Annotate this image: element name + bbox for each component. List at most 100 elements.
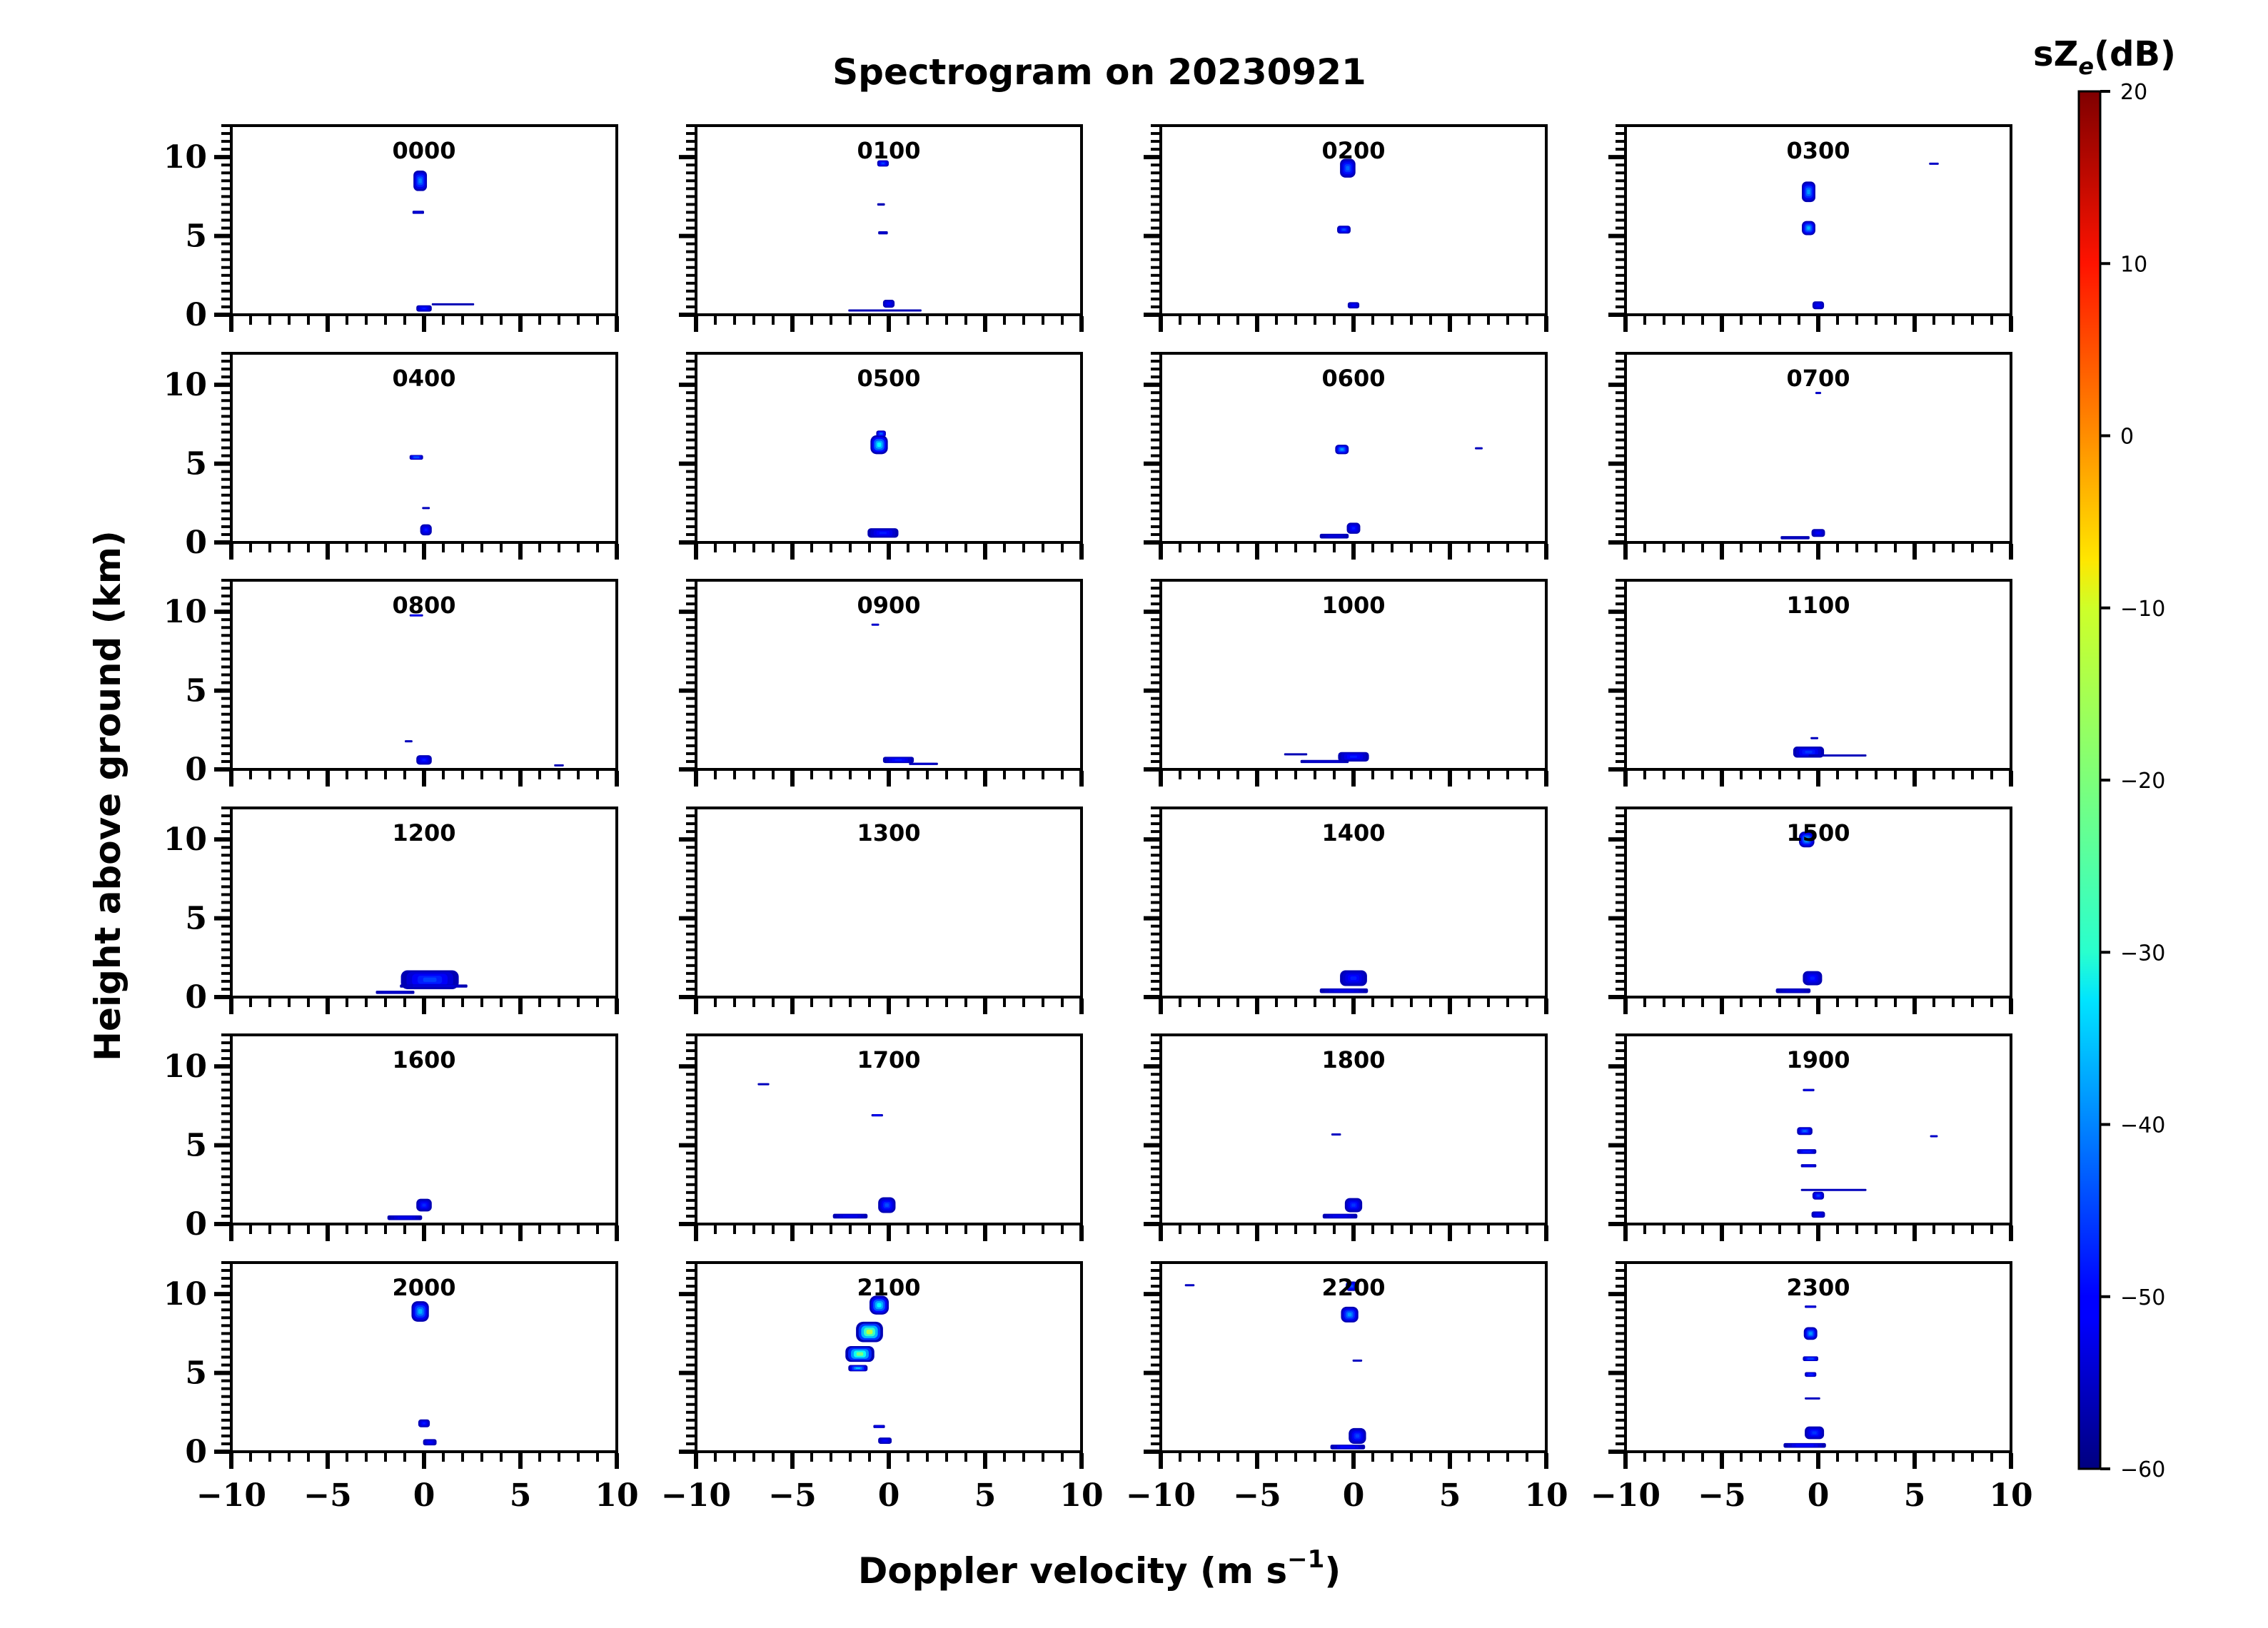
panel-frame [1159,1261,1548,1453]
colorbar-label: sZe(dB) [2033,34,2176,80]
panel-background [1161,1263,1546,1452]
panel-frame [230,124,618,316]
echo-blob-core [424,528,428,532]
echo-blob [1811,529,1825,537]
panel-0400: 0400 0 5 10 [163,352,619,561]
echo-blob [871,623,880,626]
panel-data [1780,392,1825,540]
panel-time-label: 0400 [392,365,455,392]
panel-time-label: 0100 [857,137,920,164]
panel-frame [1624,807,2012,998]
echo-blob-core [423,977,437,982]
panel-0300: 0300 [1608,124,2013,332]
panel-background [1161,580,1546,769]
x-tick-label: 0 [878,1477,900,1514]
panel-1600: 1600 0 5 10 [163,1033,619,1243]
echo-blob-core [1795,1444,1814,1447]
panel-time-label: 1400 [1321,819,1385,846]
panel-time-label: 1100 [1786,592,1850,619]
echo-blob-core [383,991,408,994]
panel-background [231,580,617,769]
echo-blob-core [1807,1189,1860,1191]
x-tick-label: −5 [1698,1477,1745,1514]
echo-blob [845,1346,875,1362]
echo-blob [1812,1191,1825,1200]
panel-data [1322,1133,1363,1219]
echo-blob [413,170,428,191]
panel-data [412,170,475,312]
echo-blob-core [882,162,884,165]
echo-blob [1337,226,1351,234]
colorbar-tick-label: −30 [2120,941,2165,966]
x-tick-label: 0 [1808,1477,1830,1514]
echo-blob [909,762,938,765]
echo-blob [1803,1088,1815,1091]
echo-blob-core [1332,1215,1348,1218]
echo-blob-core [1817,1194,1820,1197]
echo-blob-core [435,303,470,305]
y-tick-label: 10 [163,821,207,858]
panel-2200: 2200 −10 −5 0 5 10 [1126,1261,1568,1514]
colorbar-ticks: 20 10 0 −10 −20 −30 −40 −50 −60 [2100,80,2165,1482]
y-tick-label: 0 [185,752,207,788]
echo-blob-core [1353,1360,1361,1362]
x-tick-label: 5 [510,1477,532,1514]
colorbar-tick-label: −10 [2120,597,2165,622]
panel-time-label: 1600 [392,1046,455,1073]
echo-blob [848,1365,868,1372]
echo-blob [867,528,899,538]
echo-blob-core [413,456,420,459]
x-tick-label: −5 [1233,1477,1281,1514]
echo-blob-core [1803,1130,1807,1132]
panel-0100: 0100 [679,124,1084,332]
echo-blob-core [1334,989,1354,992]
x-axis-label-exponent: −1 [1287,1545,1324,1574]
y-tick-label: 0 [185,297,207,333]
echo-blob-core [1807,1305,1815,1308]
echo-blob [1775,988,1811,994]
echo-blob-core [405,740,412,742]
echo-blob-core [423,507,430,510]
echo-blob-core [855,309,915,312]
echo-blob-core [884,1203,889,1208]
echo-blob [420,524,432,536]
echo-blob-core [1806,1397,1819,1400]
y-tick-label: 5 [185,901,207,937]
echo-blob [409,455,423,460]
echo-blob [1929,162,1939,165]
panel-data [1793,737,1867,758]
panel-background [1626,808,2011,997]
x-tick-label: 10 [595,1477,638,1514]
echo-blob [1797,1127,1813,1136]
colorbar-label-subscript: e [2078,53,2094,80]
x-tick-label: 10 [1989,1477,2032,1514]
echo-blob [416,1198,432,1212]
colorbar-tick-label: −40 [2120,1113,2165,1138]
echo-blob-core [856,1352,864,1356]
panel-frame [1159,807,1548,998]
echo-blob [1799,831,1815,848]
echo-blob [1803,1356,1818,1362]
echo-blob [1346,1281,1358,1291]
panel-background [696,808,1082,997]
panel-time-label: 0300 [1786,137,1850,164]
y-tick-label: 5 [185,1355,207,1392]
panel-background [1626,126,2011,315]
panel-background [231,1035,617,1224]
echo-blob-core [1803,1151,1811,1153]
panel-1900: 1900 [1608,1033,2013,1241]
echo-blob [416,755,432,765]
echo-blob [1341,1306,1359,1323]
y-tick-label: 5 [185,446,207,482]
echo-blob-core [422,759,426,762]
colorbar-tick-label: −50 [2120,1285,2165,1310]
echo-blob-core [880,231,887,234]
panel-1700: 1700 [679,1033,1084,1241]
y-tick-label: 10 [163,594,207,630]
echo-blob-core [397,1216,413,1219]
echo-blob-core [1350,755,1357,758]
panel-0200: 0200 [1144,124,1548,332]
panel-data [1319,445,1483,539]
panel-data [867,430,899,538]
